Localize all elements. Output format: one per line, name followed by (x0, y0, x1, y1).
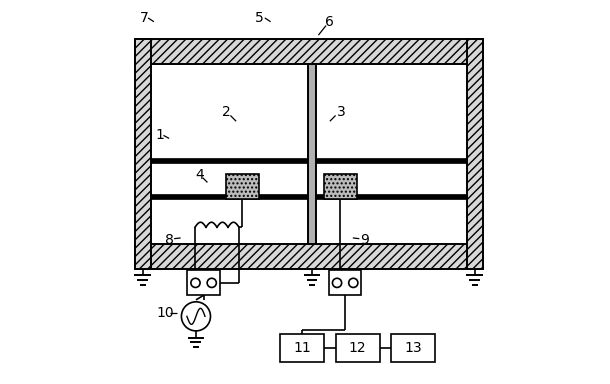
Bar (336, 334, 379, 362)
Text: 1: 1 (155, 127, 164, 142)
Bar (391, 334, 435, 362)
Text: 8: 8 (165, 233, 174, 247)
Bar (280, 334, 324, 362)
Bar (135, 244, 483, 268)
Text: 7: 7 (140, 11, 149, 25)
Bar (226, 174, 259, 199)
Text: 12: 12 (349, 341, 367, 355)
Bar (308, 64, 316, 244)
Bar (151, 194, 467, 199)
Text: 6: 6 (325, 15, 334, 29)
Text: 5: 5 (255, 11, 264, 25)
Bar (151, 157, 467, 162)
Bar (135, 39, 151, 268)
Bar (329, 270, 362, 295)
Text: 11: 11 (293, 341, 311, 355)
Bar (324, 174, 357, 199)
Text: 3: 3 (337, 105, 346, 119)
Bar (187, 270, 220, 295)
Text: 10: 10 (157, 306, 174, 319)
Text: 4: 4 (195, 168, 204, 182)
Text: 9: 9 (360, 233, 368, 247)
Text: 13: 13 (404, 341, 422, 355)
Bar (135, 39, 483, 64)
Text: 2: 2 (222, 105, 231, 119)
Bar (467, 39, 483, 268)
